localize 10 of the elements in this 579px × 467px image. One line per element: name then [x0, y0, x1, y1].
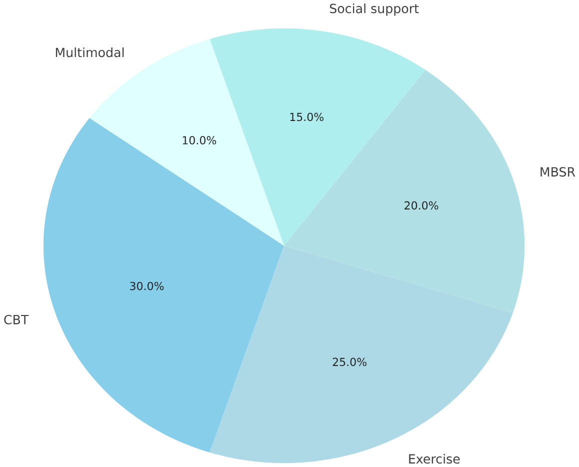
data-label: 10.0% [182, 136, 216, 144]
slice-label: MBSR [540, 167, 576, 177]
data-label: 20.0% [404, 201, 438, 210]
slice-label: CBT [4, 314, 29, 324]
data-label: 30.0% [130, 282, 164, 290]
slice-label: Exercise [409, 454, 460, 464]
data-label: 25.0% [332, 358, 366, 366]
data-label: 15.0% [290, 112, 324, 122]
slice-label: Multimodal [56, 47, 124, 58]
slice-label: Social support [330, 3, 419, 16]
